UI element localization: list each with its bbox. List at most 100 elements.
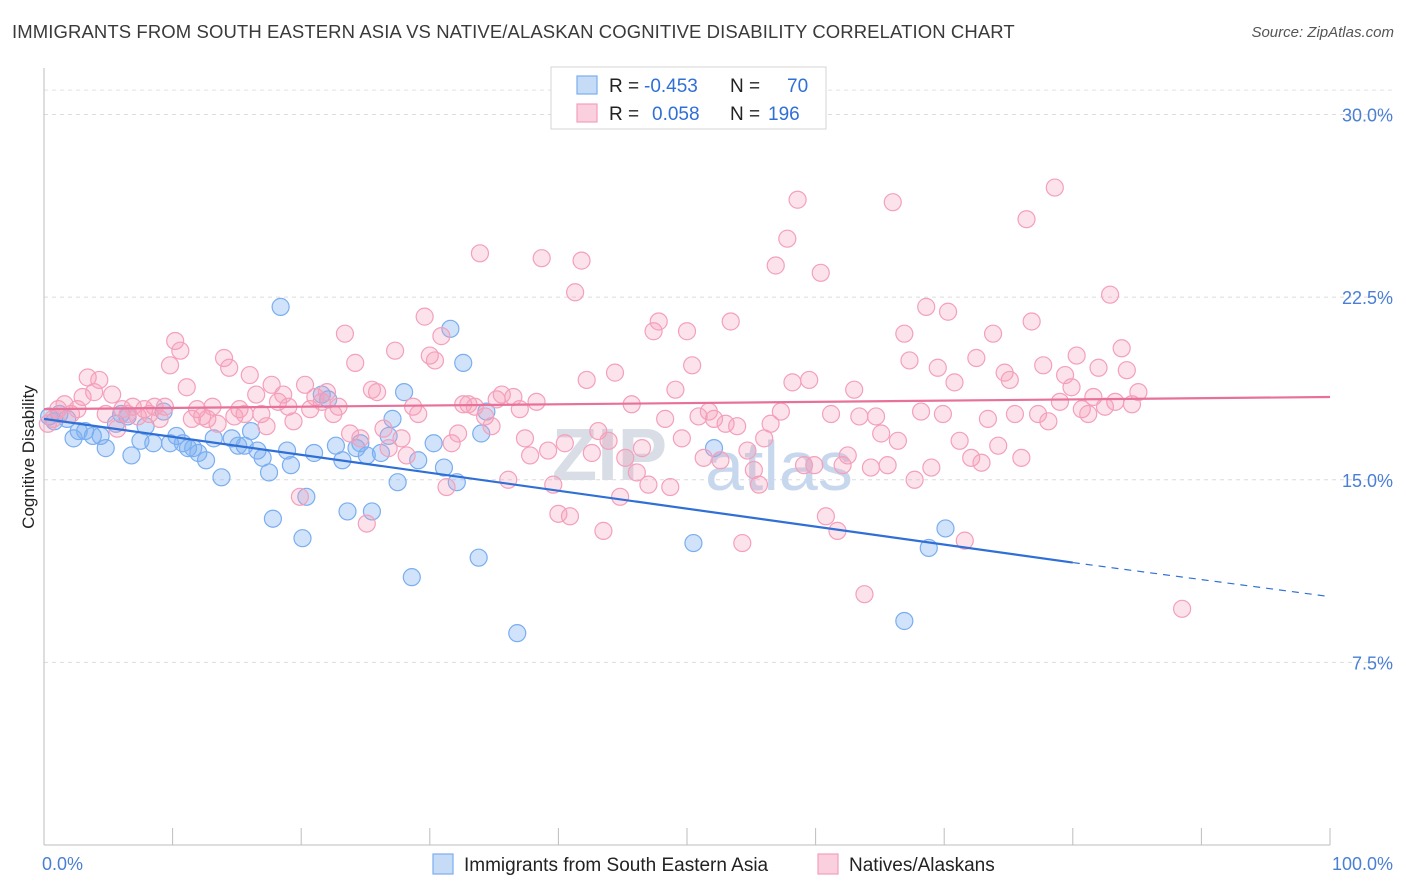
y-tick-label: 30.0% bbox=[1342, 106, 1393, 126]
point-pink bbox=[1050, 392, 1070, 411]
point-pink bbox=[555, 434, 574, 453]
point-pink bbox=[208, 414, 227, 433]
point-pink bbox=[599, 431, 618, 450]
point-blue bbox=[96, 439, 115, 458]
watermark-atlas: atlas bbox=[705, 427, 853, 505]
point-pink bbox=[1089, 358, 1108, 377]
point-pink bbox=[616, 448, 635, 467]
top-legend: R = -0.453 N = 70 R = 0.058 N = 196 bbox=[550, 66, 827, 130]
point-blue bbox=[508, 624, 527, 643]
point-pink bbox=[437, 477, 456, 497]
point-blue bbox=[144, 434, 163, 453]
point-pink bbox=[1039, 412, 1058, 431]
point-pink bbox=[872, 424, 891, 443]
bottom-legend-swatch-blue bbox=[432, 853, 454, 875]
tick-labels: 7.5% 15.0% 22.5% 30.0% 0.0% 100.0% bbox=[42, 106, 1393, 874]
point-pink bbox=[733, 533, 752, 553]
point-pink bbox=[448, 424, 468, 443]
point-pink bbox=[721, 312, 740, 331]
point-blue bbox=[895, 611, 914, 631]
point-pink bbox=[933, 404, 953, 424]
point-pink bbox=[1017, 210, 1036, 229]
point-pink bbox=[922, 458, 941, 477]
point-pink bbox=[661, 477, 680, 497]
point-pink bbox=[983, 324, 1003, 343]
point-pink bbox=[214, 348, 234, 368]
point-pink bbox=[123, 397, 142, 416]
point-pink bbox=[539, 441, 558, 460]
point-pink bbox=[805, 456, 824, 475]
point-pink bbox=[335, 324, 355, 343]
legend-r-value-2: 0.058 bbox=[652, 104, 700, 125]
point-pink bbox=[1045, 178, 1064, 197]
point-pink bbox=[257, 417, 276, 436]
point-pink bbox=[761, 414, 780, 433]
point-blue bbox=[297, 487, 316, 506]
point-pink bbox=[1129, 383, 1148, 402]
axes bbox=[43, 68, 1331, 846]
point-pink bbox=[749, 475, 769, 494]
point-pink bbox=[766, 256, 785, 275]
point-pink bbox=[482, 417, 501, 436]
point-pink bbox=[1022, 312, 1041, 331]
point-pink bbox=[962, 448, 981, 467]
point-pink bbox=[527, 392, 546, 411]
point-pink bbox=[833, 456, 852, 475]
point-pink bbox=[470, 244, 490, 263]
point-pink bbox=[800, 370, 819, 390]
point-pink bbox=[644, 322, 663, 341]
point-pink bbox=[73, 387, 92, 407]
y-tick-label: 15.0% bbox=[1342, 471, 1393, 491]
point-blue bbox=[684, 533, 703, 553]
point-pink bbox=[510, 400, 529, 419]
point-pink bbox=[415, 307, 434, 326]
point-pink bbox=[532, 249, 551, 268]
point-blue bbox=[160, 434, 180, 453]
point-pink bbox=[788, 190, 807, 209]
point-pink bbox=[1005, 404, 1025, 424]
legend-n-value-1: 70 bbox=[787, 76, 808, 97]
trend-line-pink bbox=[43, 395, 1331, 411]
point-pink bbox=[816, 507, 835, 526]
point-pink bbox=[855, 585, 874, 604]
point-pink bbox=[572, 251, 591, 270]
chart-title: IMMIGRANTS FROM SOUTH EASTERN ASIA VS NA… bbox=[12, 21, 1015, 42]
trend-line-blue-extension bbox=[1072, 561, 1331, 598]
point-pink bbox=[838, 446, 857, 465]
point-pink bbox=[566, 283, 585, 302]
point-pink bbox=[711, 451, 730, 470]
point-pink bbox=[492, 385, 511, 404]
point-pink bbox=[656, 409, 675, 428]
source-credit: Source: ZipAtlas.com bbox=[1251, 24, 1394, 41]
point-pink bbox=[295, 375, 315, 394]
point-pink bbox=[155, 397, 174, 416]
point-pink bbox=[357, 514, 376, 533]
point-pink bbox=[1067, 346, 1086, 365]
point-blue bbox=[472, 424, 491, 443]
point-pink bbox=[499, 470, 518, 489]
point-pink bbox=[385, 341, 405, 360]
point-pink bbox=[1012, 448, 1031, 467]
point-pink bbox=[878, 456, 897, 475]
point-pink bbox=[938, 302, 958, 321]
point-blue bbox=[263, 509, 283, 528]
point-pink bbox=[515, 429, 535, 448]
point-pink bbox=[432, 327, 451, 346]
point-pink bbox=[177, 378, 196, 397]
point-pink bbox=[1000, 370, 1019, 390]
point-pink bbox=[911, 402, 931, 421]
point-pink bbox=[649, 312, 668, 331]
point-pink bbox=[611, 487, 630, 506]
point-pink bbox=[262, 375, 281, 394]
watermark: ZIP atlas bbox=[552, 413, 853, 505]
point-pink bbox=[900, 351, 919, 370]
point-pink bbox=[861, 458, 880, 477]
point-pink bbox=[888, 431, 908, 450]
point-pink bbox=[639, 475, 658, 494]
point-blue bbox=[469, 548, 488, 567]
point-pink bbox=[374, 419, 393, 438]
data-points bbox=[38, 178, 1192, 643]
point-pink bbox=[290, 487, 310, 506]
point-pink bbox=[425, 351, 445, 370]
